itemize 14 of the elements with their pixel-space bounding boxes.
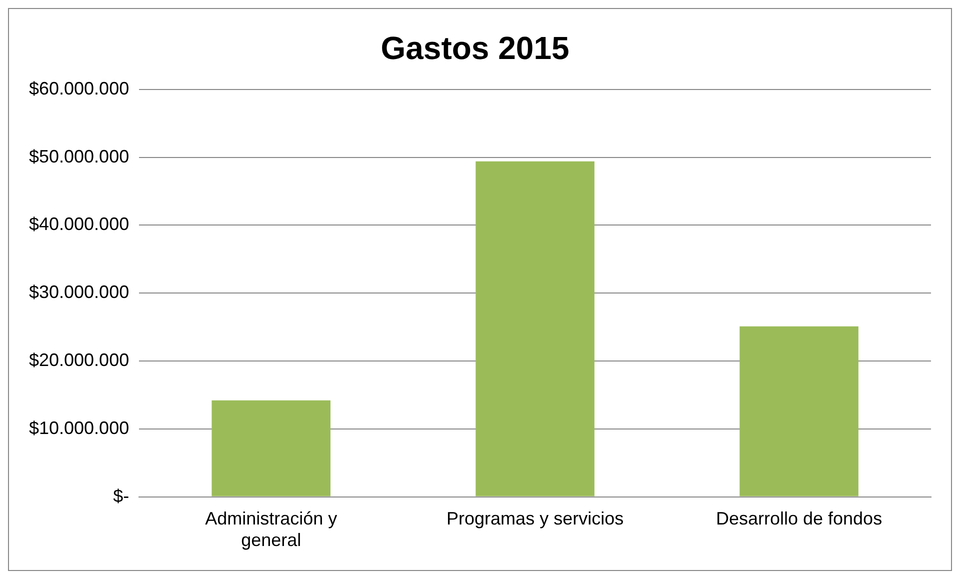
x-tick-label: Desarrollo de fondos [716, 508, 882, 529]
bar [740, 326, 858, 496]
y-tick-label: $50.000.000 [28, 146, 130, 166]
bar [476, 161, 594, 496]
y-tick-label: $40.000.000 [28, 214, 130, 234]
chart-title: Gastos 2015 [380, 30, 570, 66]
y-tick-label: $30.000.000 [28, 282, 130, 302]
y-tick-label: $10.000.000 [28, 418, 130, 438]
x-tick-label: Programas y servicios [446, 508, 624, 529]
y-tick-label: $- [113, 486, 130, 506]
y-tick-label: $60.000.000 [28, 78, 130, 98]
y-tick-label: $20.000.000 [28, 350, 130, 370]
x-tick-label: Administración y general [205, 508, 338, 550]
bar [212, 400, 330, 496]
